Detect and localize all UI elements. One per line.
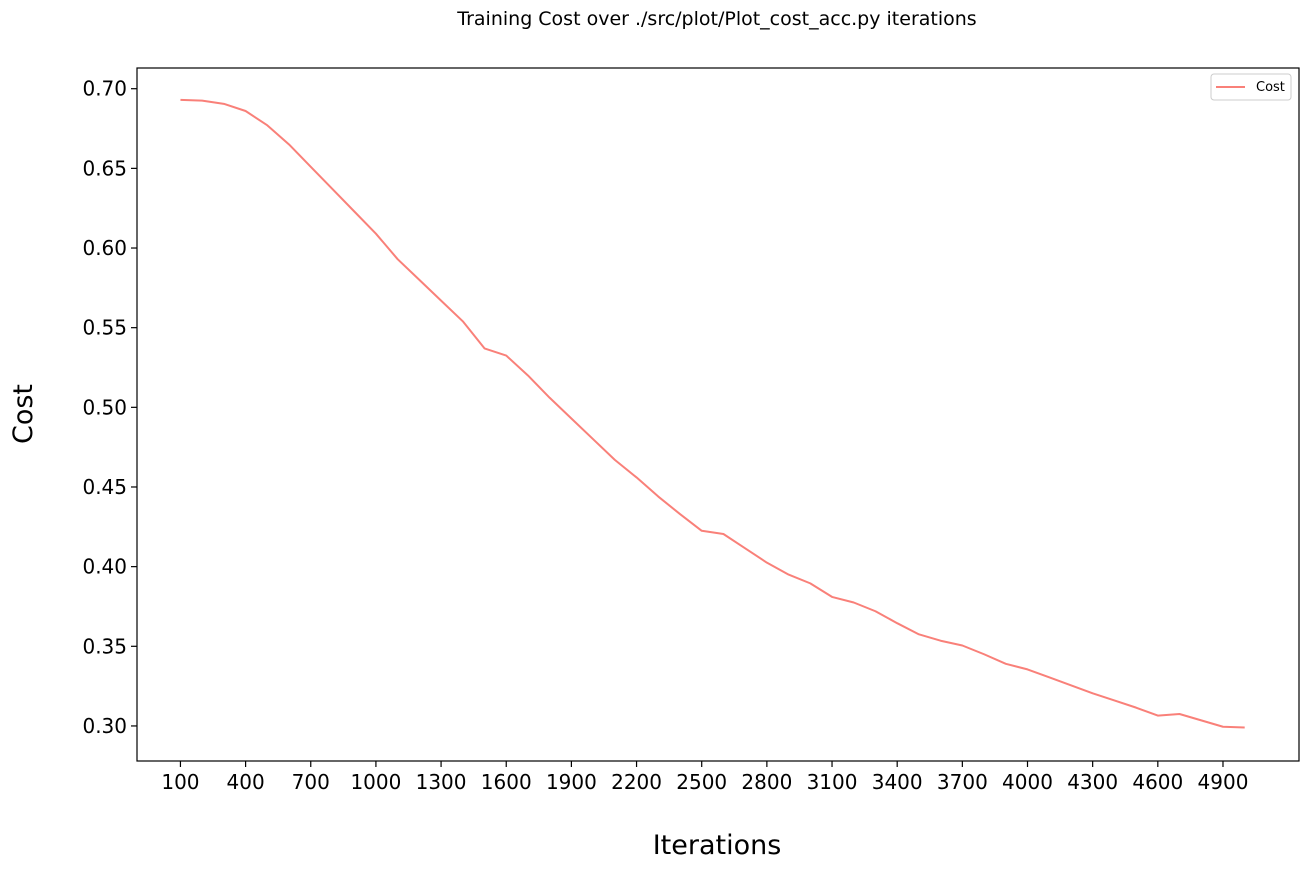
x-tick-label: 700: [292, 770, 330, 794]
x-tick-label: 1900: [546, 770, 597, 794]
x-tick-label: 3400: [872, 770, 923, 794]
x-tick-label: 400: [227, 770, 265, 794]
y-tick-label: 0.35: [82, 634, 127, 658]
x-tick-label: 2500: [676, 770, 727, 794]
x-tick-label: 4600: [1132, 770, 1183, 794]
y-tick-label: 0.40: [82, 555, 127, 579]
series-layer: [180, 98, 1245, 729]
x-tick-label: 100: [161, 770, 199, 794]
series-line-cost: [180, 98, 1245, 729]
x-axis-ticks: 100 400 700 1000 1300 1600 1900 2200 2500 2800 310…: [161, 761, 1248, 794]
x-tick-label: 4900: [1198, 770, 1249, 794]
plot-frame: [136, 67, 1300, 762]
x-tick-label: 2800: [741, 770, 792, 794]
legend-label-cost: Cost: [1256, 80, 1285, 95]
y-axis-ticks: 0.30 0.35 0.40 0.45 0.50 0.55 0.60 0.65 0.70: [82, 77, 137, 738]
legend: Cost: [1210, 73, 1292, 101]
x-axis-label: Iterations: [653, 830, 782, 861]
y-tick-label: 0.60: [82, 236, 127, 260]
x-tick-label: 4300: [1067, 770, 1118, 794]
x-tick-label: 3700: [937, 770, 988, 794]
y-tick-label: 0.55: [82, 316, 127, 340]
legend-box: [1210, 73, 1292, 101]
x-tick-label: 1300: [416, 770, 467, 794]
y-tick-label: 0.50: [82, 395, 127, 419]
y-tick-label: 0.45: [82, 475, 127, 499]
x-tick-label: 1000: [350, 770, 401, 794]
y-tick-label: 0.65: [82, 156, 127, 180]
chart-title: Training Cost over ./src/plot/Plot_cost_…: [456, 8, 976, 30]
x-tick-label: 1600: [481, 770, 532, 794]
y-axis-label: Cost: [8, 384, 39, 444]
x-tick-label: 4000: [1002, 770, 1053, 794]
x-tick-label: 3100: [807, 770, 858, 794]
x-tick-label: 2200: [611, 770, 662, 794]
y-tick-label: 0.70: [82, 77, 127, 101]
y-tick-label: 0.30: [82, 714, 127, 738]
